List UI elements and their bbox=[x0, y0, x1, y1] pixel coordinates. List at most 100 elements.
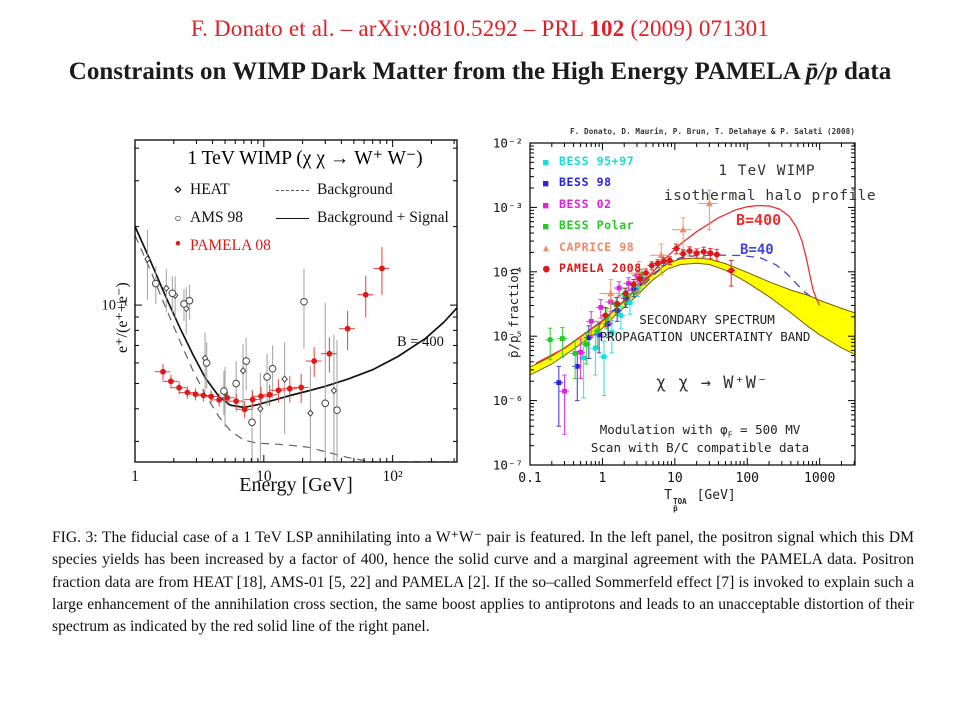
slide-subtitle: Constraints on WIMP Dark Matter from the… bbox=[0, 58, 960, 86]
y-tick-label: 10⁻⁴ bbox=[493, 264, 523, 279]
right-band-label-1: SECONDARY SPECTRUM bbox=[639, 312, 775, 327]
x-tick-label: 1 bbox=[599, 471, 607, 486]
y-tick-label: 10⁻¹ bbox=[101, 298, 128, 314]
legend-item-ams98: ○ AMS 98 bbox=[166, 209, 243, 227]
circle-marker bbox=[713, 251, 720, 258]
open-circle-marker bbox=[242, 357, 251, 365]
y-tick-label: 10⁻² bbox=[493, 136, 523, 151]
circle-marker bbox=[630, 281, 637, 288]
legend-label-ams98: AMS 98 bbox=[190, 209, 243, 226]
title-pre: F. Donato et al. – arXiv:0810.5292 – PRL bbox=[190, 16, 590, 41]
square-marker bbox=[583, 341, 589, 347]
antiproton-chart-canvas: 0.1 1 10 100 1000 10⁻² 10⁻³ 10⁻⁴ 10⁻⁵ 10⁻⁶ 10⁻⁷ bbox=[493, 136, 856, 486]
left-boost-label: B = 400 bbox=[397, 334, 444, 350]
open-circle-marker bbox=[185, 296, 194, 305]
circle-marker bbox=[286, 385, 293, 392]
square-marker bbox=[596, 332, 602, 338]
right-modulation-line: Modulation with φF = 500 MV bbox=[570, 422, 830, 440]
triangle-marker bbox=[657, 251, 665, 259]
square-marker bbox=[578, 350, 584, 355]
right-xaxis-label: T TOA p̄ [GeV] bbox=[620, 488, 780, 512]
legend-item-pamela08: • PAMELA 08 bbox=[166, 234, 271, 255]
circle-marker bbox=[622, 290, 629, 297]
open-circle-marker bbox=[202, 359, 211, 367]
circle-marker bbox=[241, 406, 248, 413]
circle-marker bbox=[693, 250, 700, 257]
circle-marker bbox=[224, 394, 231, 401]
circle-marker bbox=[362, 291, 369, 298]
open-circle-marker bbox=[268, 364, 277, 373]
legend-label-bess9597: BESS 95+97 bbox=[559, 154, 635, 168]
circle-marker bbox=[275, 387, 282, 394]
circle-marker bbox=[208, 393, 215, 400]
figure-caption: FIG. 3: The fiducial case of a 1 TeV LSP… bbox=[52, 529, 914, 636]
x-tick-label: 10 bbox=[667, 471, 683, 486]
circle-marker bbox=[192, 391, 199, 398]
circle-marker bbox=[680, 250, 686, 257]
legend-item-bess98: ■ BESS 98 bbox=[543, 175, 612, 189]
square-marker-icon: ■ bbox=[543, 201, 550, 211]
circle-marker bbox=[233, 398, 240, 405]
x-tick-label: 1 bbox=[131, 468, 139, 485]
circle-marker bbox=[660, 258, 667, 265]
open-diamond-marker bbox=[281, 375, 288, 383]
open-diamond-marker bbox=[144, 255, 151, 263]
xlabel-stack: TOA p̄ bbox=[673, 497, 687, 513]
square-marker bbox=[605, 321, 611, 327]
solid-line-icon bbox=[276, 217, 309, 219]
open-circle-marker bbox=[263, 373, 271, 381]
legend-item-bess02: ■ BESS 02 bbox=[543, 197, 612, 211]
open-diamond-marker bbox=[307, 409, 314, 417]
y-tick-label: 10⁻⁶ bbox=[493, 393, 523, 408]
xlabel-sup: TOA bbox=[673, 497, 687, 506]
triangle-marker bbox=[679, 225, 687, 233]
y-tick-label: 10⁻⁵ bbox=[493, 329, 523, 344]
legend-label-background: Background bbox=[317, 181, 393, 198]
y-tick-label: 10⁻⁷ bbox=[493, 458, 523, 473]
square-marker bbox=[626, 281, 632, 286]
xlabel-unit: [GeV] bbox=[696, 488, 736, 503]
circle-marker bbox=[160, 368, 166, 375]
circle-marker bbox=[700, 248, 707, 255]
positron-fraction-plot-area bbox=[135, 226, 457, 462]
series-heat bbox=[144, 229, 338, 462]
triangle-marker bbox=[607, 289, 615, 297]
legend-label-heat: HEAT bbox=[190, 181, 230, 198]
square-marker bbox=[574, 363, 580, 369]
open-diamond-marker bbox=[239, 366, 247, 375]
circle-marker bbox=[311, 358, 318, 364]
y-tick-label: 10⁻³ bbox=[493, 200, 523, 215]
open-circle-marker bbox=[151, 279, 160, 288]
square-marker bbox=[635, 285, 641, 291]
right-band-label-2: PROPAGATION UNCERTAINTY BAND bbox=[599, 329, 811, 344]
circle-marker bbox=[168, 378, 174, 385]
circle-marker bbox=[728, 267, 735, 274]
open-circle-marker bbox=[333, 406, 341, 415]
open-circle-marker bbox=[180, 300, 188, 308]
subtitle-post: data bbox=[837, 58, 892, 85]
square-marker bbox=[618, 313, 624, 318]
square-marker bbox=[581, 355, 587, 361]
circle-marker bbox=[176, 384, 183, 391]
left-xaxis-label: Energy [GeV] bbox=[239, 474, 353, 496]
open-circle-marker bbox=[220, 387, 228, 395]
open-circle-marker bbox=[232, 379, 240, 388]
square-marker bbox=[559, 336, 565, 341]
legend-label-bess02: BESS 02 bbox=[559, 197, 612, 211]
circle-marker bbox=[614, 300, 621, 307]
legend-label-besspolar: BESS Polar bbox=[559, 218, 635, 232]
right-scan-line: Scan with B/C compatible data bbox=[590, 440, 810, 455]
circle-open-icon: ○ bbox=[174, 211, 182, 225]
square-marker-icon: ■ bbox=[543, 158, 550, 168]
modulation-pre: Modulation with φ bbox=[599, 422, 728, 437]
square-marker bbox=[572, 351, 578, 356]
square-marker bbox=[598, 305, 604, 310]
series-pamela-2008 bbox=[601, 243, 736, 328]
curve-b-40 bbox=[623, 254, 812, 306]
legend-label-pamela2008: PAMELA 2008 bbox=[559, 261, 642, 275]
right-yaxis-label: p̄/p fraction bbox=[506, 267, 521, 358]
square-marker bbox=[601, 354, 607, 360]
positron-fraction-axes: 1 10 10² 10⁻¹ bbox=[101, 139, 458, 485]
circle-filled-icon: • bbox=[174, 234, 182, 255]
diamond-open-icon: ⋄ bbox=[173, 183, 183, 198]
